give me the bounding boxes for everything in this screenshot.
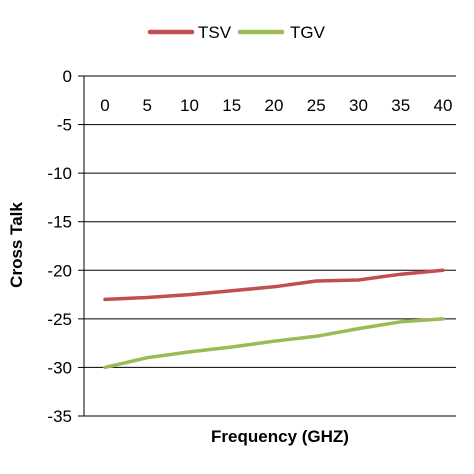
x-tick-label: 30 [349,96,368,115]
horizontal-gridlines [84,75,456,417]
x-tick-label: 20 [265,96,284,115]
y-tick-label: 0 [63,67,72,86]
axes [78,75,85,417]
y-tick-label: -20 [47,261,72,280]
legend-label-tsv: TSV [198,23,232,42]
x-tick-label: 15 [222,96,241,115]
y-tick-label: -15 [47,213,72,232]
y-tick-labels: 0 -5 -10 -15 -20 -25 -30 -35 [47,67,72,426]
x-tick-label: 25 [307,96,326,115]
legend: TSV TGV [147,23,326,42]
legend-label-tgv: TGV [290,23,326,42]
y-tick-label: -35 [47,407,72,426]
y-tick-label: -25 [47,310,72,329]
series-line-tsv [103,268,445,302]
x-tick-label: 35 [391,96,410,115]
x-tick-label: 0 [100,96,109,115]
x-tick-labels: 0 5 10 15 20 25 30 35 40 [100,96,452,115]
series-lines [103,268,445,370]
x-tick-label: 10 [180,96,199,115]
x-tick-label: 40 [434,96,453,115]
y-tick-label: -5 [57,116,72,135]
y-tick-label: -10 [47,164,72,183]
series-line-tgv [103,317,445,370]
y-axis-title: Cross Talk [7,202,26,288]
x-tick-label: 5 [143,96,152,115]
y-tick-label: -30 [47,358,72,377]
x-axis-title: Frequency (GHZ) [211,427,349,446]
